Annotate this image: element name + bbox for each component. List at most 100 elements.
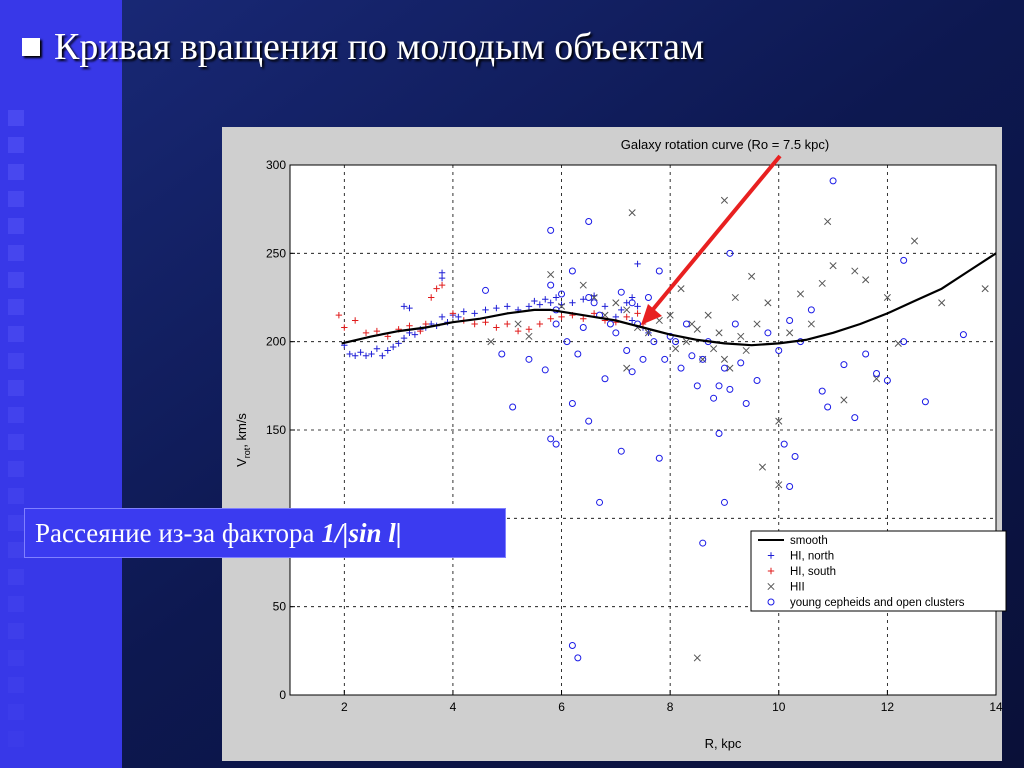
data-point xyxy=(938,299,946,307)
data-point xyxy=(547,299,554,306)
data-point xyxy=(720,364,728,372)
data-point xyxy=(568,642,576,650)
decorative-square xyxy=(8,407,24,423)
data-point xyxy=(981,285,989,293)
decorative-square xyxy=(8,245,24,261)
y-tick-label: 150 xyxy=(266,423,286,437)
data-point xyxy=(580,315,587,322)
data-point xyxy=(406,322,413,329)
x-tick-label: 8 xyxy=(667,700,674,714)
data-point xyxy=(596,498,604,506)
data-point xyxy=(677,285,685,293)
annotation-arrow xyxy=(641,154,782,325)
data-point xyxy=(883,377,891,385)
left-accent-band xyxy=(0,0,122,768)
y-tick-label: 200 xyxy=(266,335,286,349)
decorative-square xyxy=(8,326,24,342)
data-point xyxy=(623,313,630,321)
data-point xyxy=(883,293,891,302)
data-point xyxy=(590,299,598,307)
data-point xyxy=(623,347,631,354)
data-point xyxy=(433,285,440,292)
decorative-square xyxy=(8,704,24,720)
data-point xyxy=(568,400,576,407)
data-point xyxy=(796,290,805,298)
data-point xyxy=(737,359,745,367)
data-point xyxy=(661,355,669,363)
data-point xyxy=(525,332,533,340)
data-point xyxy=(504,303,511,310)
svg-text:Vrot, km/s: Vrot, km/s xyxy=(234,413,252,467)
data-point xyxy=(525,355,533,363)
data-point xyxy=(666,332,674,340)
data-point xyxy=(862,276,870,284)
data-point xyxy=(498,350,506,358)
data-point xyxy=(775,481,783,489)
data-point xyxy=(547,315,554,322)
data-point xyxy=(840,361,848,369)
data-point xyxy=(824,217,832,226)
data-point xyxy=(542,296,549,303)
data-point xyxy=(623,364,631,372)
data-point xyxy=(726,249,734,257)
data-point xyxy=(851,414,859,422)
x-tick-label: 6 xyxy=(558,700,565,714)
data-point xyxy=(574,654,582,662)
data-point xyxy=(726,385,734,393)
data-point xyxy=(693,382,701,390)
data-point xyxy=(493,304,500,312)
legend-label: HI, north xyxy=(790,551,834,563)
legend-label: smooth xyxy=(790,535,828,547)
decorative-square xyxy=(8,191,24,207)
data-point xyxy=(493,324,500,331)
data-point xyxy=(585,218,593,226)
data-point xyxy=(840,396,848,404)
data-point xyxy=(900,256,908,264)
decorative-square xyxy=(8,434,24,450)
data-point xyxy=(438,313,446,321)
data-point xyxy=(818,279,826,287)
data-point xyxy=(536,320,544,328)
data-point xyxy=(753,377,761,385)
data-point xyxy=(579,281,587,289)
data-point xyxy=(628,317,636,324)
data-point xyxy=(731,293,739,302)
data-point xyxy=(623,306,631,314)
y-axis-label: Vrot, km/s xyxy=(234,413,252,467)
data-point xyxy=(547,281,555,289)
decorative-square xyxy=(8,218,24,234)
data-point xyxy=(612,299,620,307)
data-point xyxy=(569,299,576,306)
data-point xyxy=(471,310,478,317)
data-point xyxy=(644,329,652,337)
x-tick-label: 10 xyxy=(772,700,786,714)
data-point xyxy=(384,347,391,354)
data-point xyxy=(531,297,538,305)
data-point xyxy=(634,303,641,310)
data-point xyxy=(807,320,815,328)
data-point xyxy=(726,364,734,372)
data-point xyxy=(764,329,772,337)
data-point xyxy=(601,303,609,310)
scatter-note: Рассеяние из-за фактора 1/|sin l | xyxy=(24,508,506,558)
data-point xyxy=(335,311,343,319)
data-point xyxy=(618,306,625,314)
data-point xyxy=(758,463,767,471)
data-point xyxy=(579,324,587,332)
data-point xyxy=(644,294,652,301)
scatter-note-formula-c: | xyxy=(395,517,402,548)
data-point xyxy=(574,350,582,358)
data-point xyxy=(791,453,799,460)
data-point xyxy=(482,306,489,314)
data-point xyxy=(921,398,929,406)
decorative-square xyxy=(8,137,24,153)
data-point xyxy=(829,177,837,185)
data-point xyxy=(351,317,359,324)
data-point xyxy=(351,352,359,359)
y-axis-label-unit: , km/s xyxy=(234,413,249,448)
data-point xyxy=(400,334,408,342)
data-point xyxy=(438,281,446,289)
data-point xyxy=(438,269,446,276)
data-point xyxy=(748,272,756,280)
x-axis-ticks: 2 4 6 8 10 12 14 xyxy=(341,690,1003,714)
